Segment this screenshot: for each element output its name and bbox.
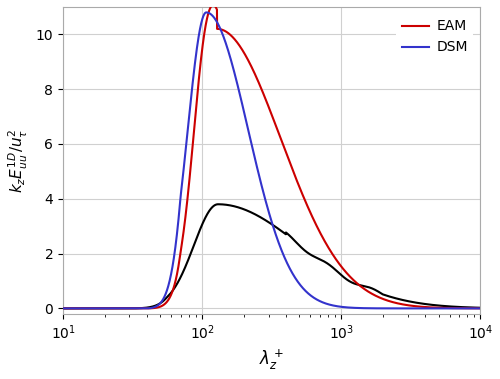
DSM — [470, 306, 476, 311]
X-axis label: $\lambda_z^+$: $\lambda_z^+$ — [260, 348, 284, 372]
EAM — [424, 305, 430, 310]
EAM — [132, 306, 138, 311]
Y-axis label: $k_z E_{uu}^{1D} / u_{\tau}^2$: $k_z E_{uu}^{1D} / u_{\tau}^2$ — [7, 128, 30, 193]
EAM — [210, 3, 216, 7]
Line: DSM: DSM — [63, 13, 480, 309]
EAM — [478, 306, 484, 311]
DSM — [132, 306, 138, 311]
DSM — [108, 306, 114, 311]
DSM — [220, 34, 226, 38]
Line: EAM: EAM — [63, 5, 480, 309]
EAM — [238, 46, 244, 51]
DSM — [424, 306, 430, 311]
Legend: EAM, DSM: EAM, DSM — [396, 14, 473, 60]
DSM — [478, 306, 484, 311]
EAM — [108, 306, 114, 311]
DSM — [60, 306, 66, 311]
DSM — [238, 98, 244, 103]
DSM — [203, 10, 209, 15]
EAM — [220, 28, 226, 33]
EAM — [60, 306, 66, 311]
EAM — [470, 306, 476, 310]
